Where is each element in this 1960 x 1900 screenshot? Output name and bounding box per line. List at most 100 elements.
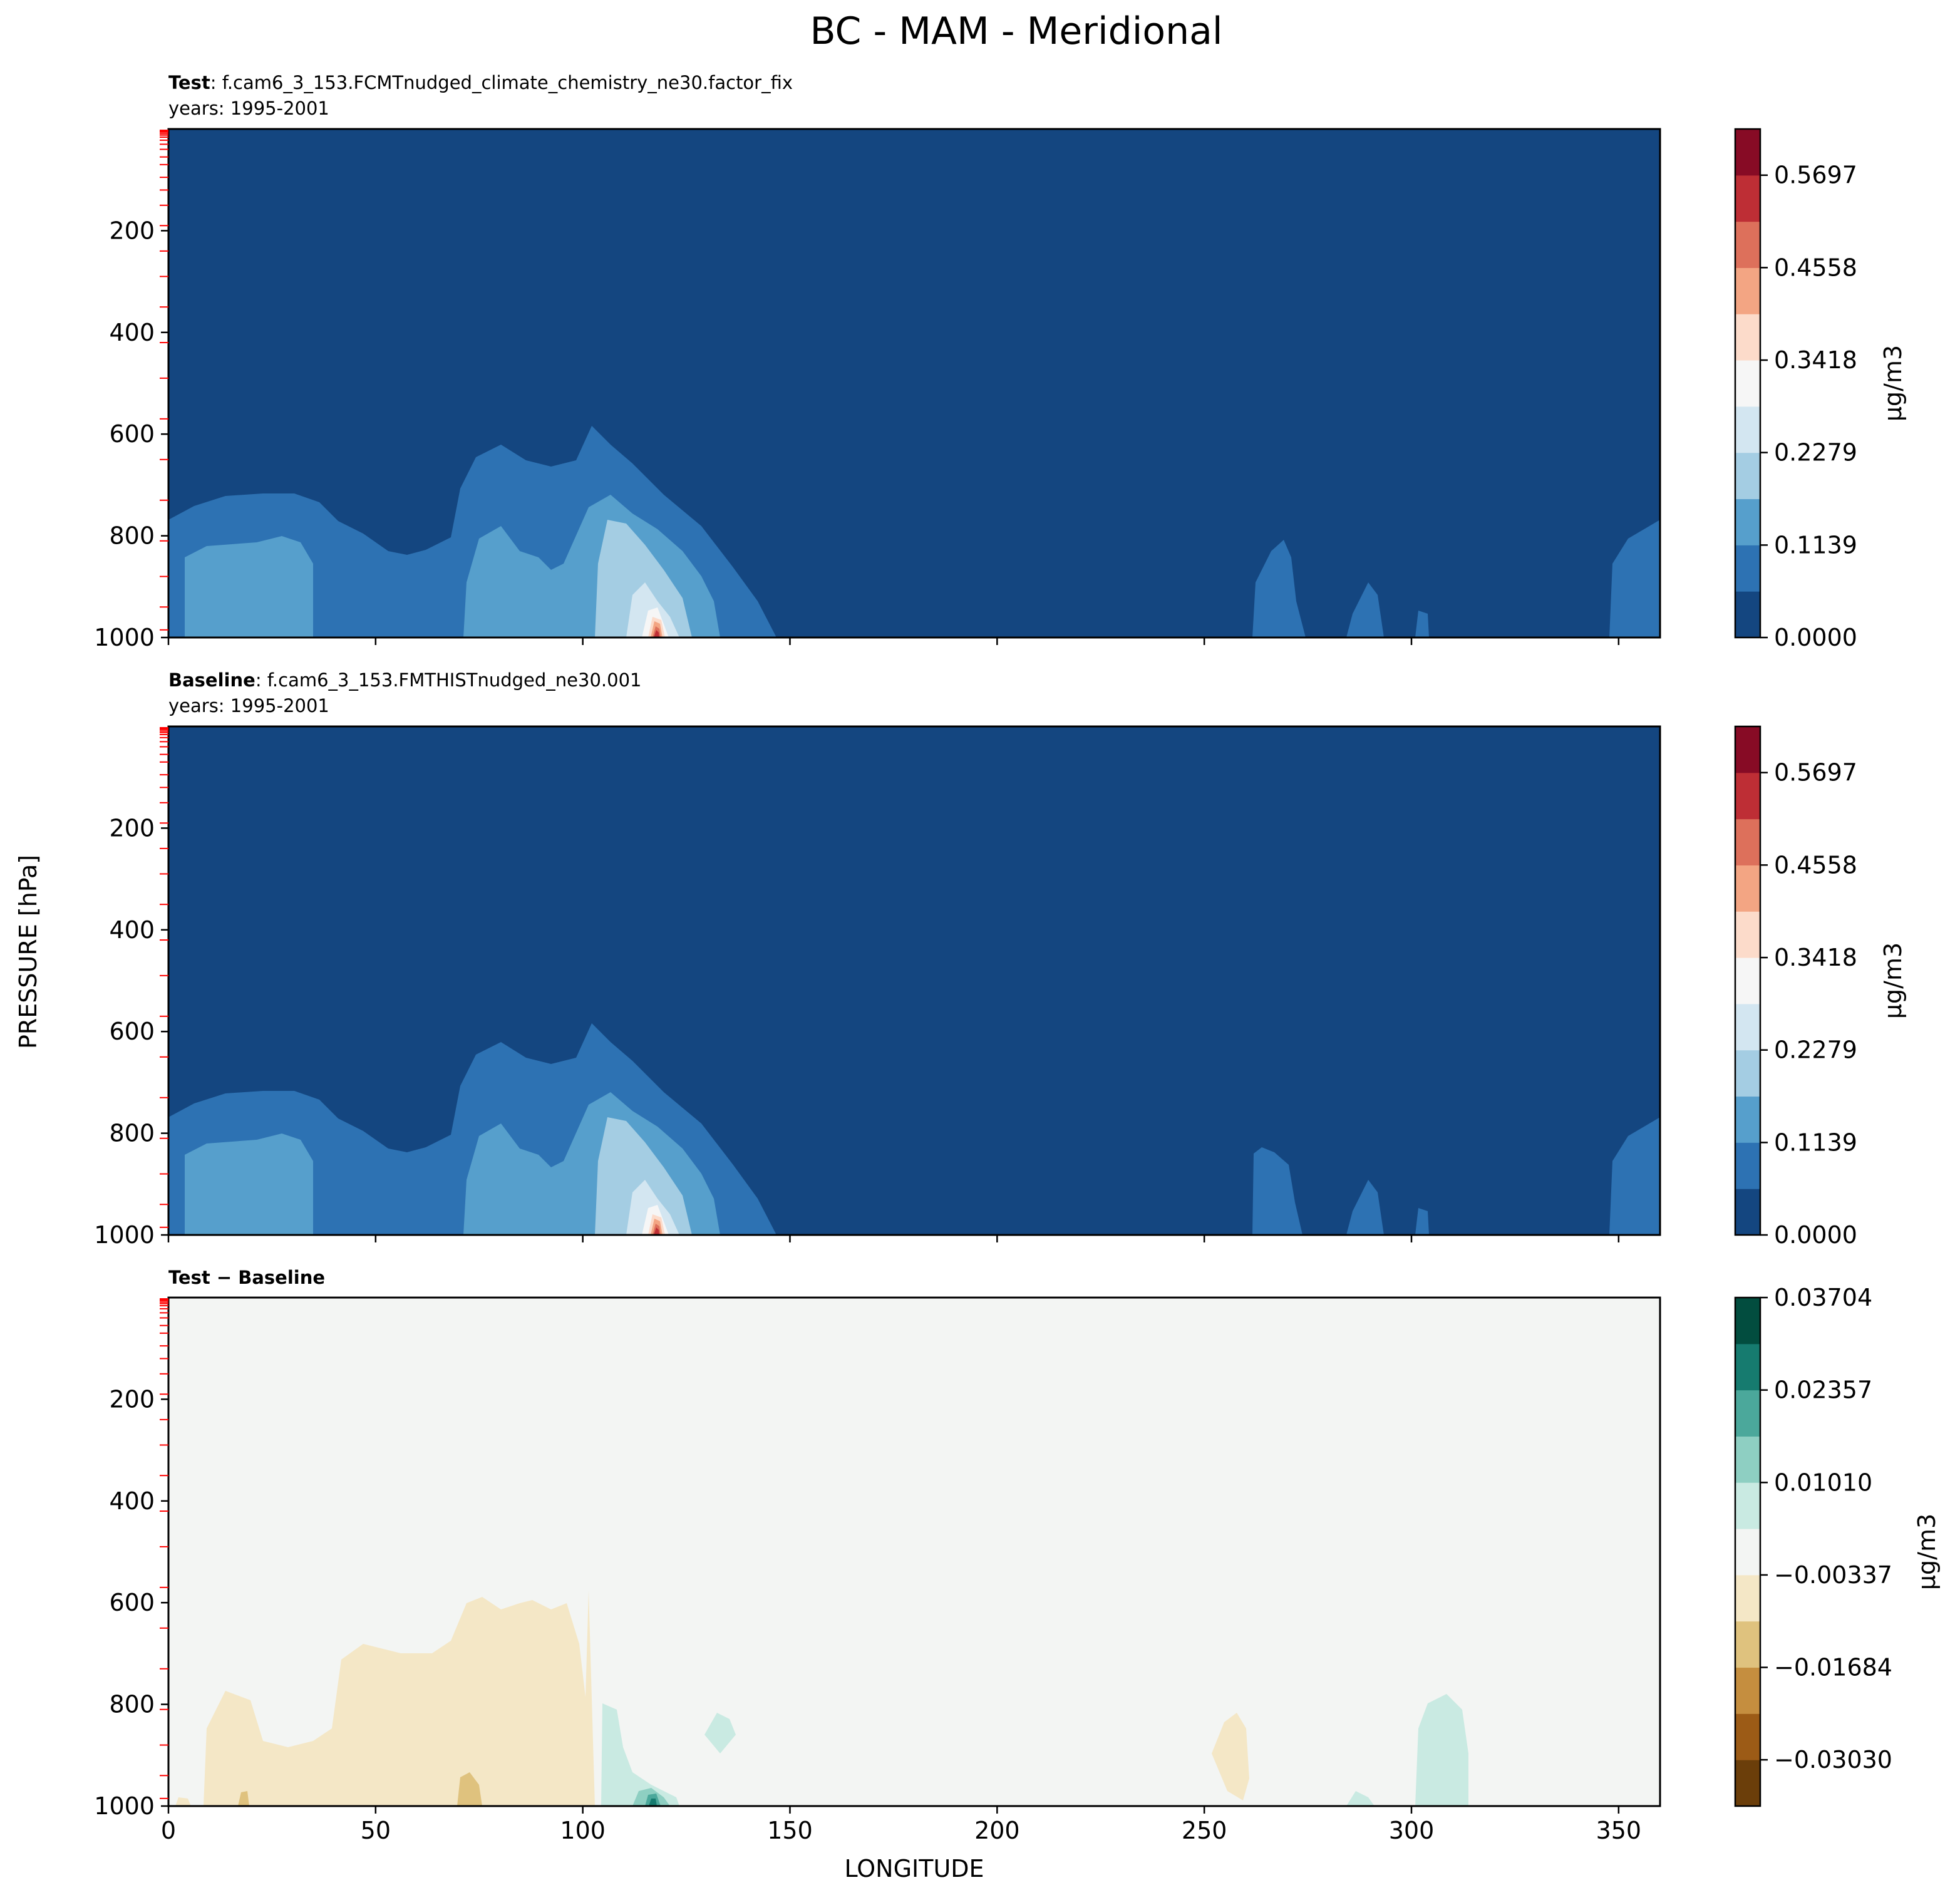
x-axis-label: LONGITUDE [844,1855,984,1882]
x-tick-label: 0 [161,1817,176,1844]
colorbar-segment [1735,1298,1760,1345]
panel-test-frame [167,128,1661,639]
panel-test-level-markers [160,130,168,631]
colorbar-segment [1735,406,1760,453]
panel-test-colorbar: 0.5697 0.4558 0.3418 0.2279 0.1139 0.0000 [1734,128,1857,651]
colorbar-tick-label: 0.2279 [1774,1036,1857,1064]
panel-baseline-level-markers [160,727,168,1228]
panel-baseline-label-bold: Baseline [168,669,255,691]
panel-diff-y-ticks: 200 400 600 800 1000 [94,1385,168,1820]
colorbar-segment [1735,1713,1760,1760]
panel-baseline-label-rest: : f.cam6_3_153.FMTHISTnudged_ne30.001 [255,669,642,691]
panel-diff-level-markers [160,1298,168,1799]
colorbar-tick-label: −0.01684 [1774,1654,1892,1681]
colorbar-segment [1735,129,1760,176]
colorbar-tick-label: 0.01010 [1774,1469,1872,1496]
colorbar-segment [1735,1436,1760,1483]
colorbar-frame [1734,128,1761,639]
colorbar-tick-label: −0.03030 [1774,1746,1892,1774]
colorbar-tick-label: 0.1139 [1774,531,1857,559]
y-tick-label: 600 [109,1018,155,1045]
colorbar-tick-label: 0.02357 [1774,1376,1872,1404]
panel-test-field [168,129,1660,638]
panel-test-y-ticks: 200 400 600 800 1000 [94,217,168,651]
figure-title: BC - MAM - Meridional [810,9,1222,53]
colorbar-segment [1735,545,1760,592]
colorbar-segment [1735,865,1760,912]
x-tick-label: 350 [1596,1817,1642,1844]
panel-baseline-colorbar: 0.5697 0.4558 0.3418 0.2279 0.1139 0.0000 [1734,725,1857,1249]
colorbar-segment [1735,1189,1760,1236]
colorbar-segment [1735,498,1760,545]
colorbar-segment [1735,1482,1760,1529]
panel-baseline-label: Baseline: f.cam6_3_153.FMTHISTnudged_ne3… [168,669,641,691]
y-tick-label: 1000 [94,624,155,651]
panel-diff: Test − Baseline 200 400 600 800 1000 0 50 100 1… [94,1267,1941,1844]
colorbar-segment [1735,1667,1760,1714]
panel-diff-label: Test − Baseline [168,1267,325,1288]
colorbar-segment [1735,1050,1760,1097]
panel-test-label-bold: Test [168,72,210,93]
colorbar-tick-label: −0.00337 [1774,1561,1892,1589]
panel-diff-label-bold: Test − Baseline [168,1267,325,1288]
panel-diff-field [168,1298,1660,1806]
colorbar-segment [1735,818,1760,865]
colorbar-tick-label: 0.0000 [1774,624,1857,651]
colorbar-tick-label: 0.1139 [1774,1128,1857,1156]
colorbar-tick-label: 0.5697 [1774,759,1857,787]
panel-diff-x-ticks: 0 50 100 150 200 250 300 350 [161,1806,1641,1844]
x-tick-label: 200 [974,1817,1020,1844]
colorbar-tick-label: 0.4558 [1774,851,1857,879]
colorbar-tick-label: 0.3418 [1774,944,1857,971]
colorbar-segment [1735,1760,1760,1807]
y-tick-label: 400 [109,916,155,944]
colorbar-segment [1735,1529,1760,1576]
colorbar-frame [1734,725,1761,1236]
panel-baseline: Baseline: f.cam6_3_153.FMTHISTnudged_ne3… [94,669,1907,1249]
colorbar-segment [1735,1003,1760,1051]
panel-baseline-colorbar-label: μg/m3 [1879,942,1907,1019]
colorbar-tick-label: 0.2279 [1774,439,1857,467]
colorbar-tick-label: 0.3418 [1774,346,1857,374]
x-tick-label: 100 [560,1817,606,1844]
colorbar-segment [1735,772,1760,820]
colorbar-segment [1735,958,1760,1004]
colorbar-segment [1735,221,1760,268]
panel-test-colorbar-label: μg/m3 [1879,345,1907,421]
panel-baseline-y-ticks: 200 400 600 800 1000 [94,814,168,1249]
y-tick-label: 400 [109,1487,155,1515]
y-tick-label: 200 [109,814,155,842]
x-tick-label: 250 [1182,1817,1227,1844]
y-tick-label: 600 [109,1589,155,1616]
panel-diff-colorbar: 0.03704 0.02357 0.01010 −0.00337 −0.01684 −0.… [1734,1284,1892,1807]
y-tick-label: 200 [109,1385,155,1413]
colorbar-segment [1735,1096,1760,1143]
panel-baseline-frame [167,725,1661,1236]
y-tick-label: 1000 [94,1792,155,1820]
colorbar-tick-label: 0.4558 [1774,254,1857,281]
panel-baseline-years: years: 1995-2001 [168,695,329,716]
panel-diff-frame [167,1296,1661,1807]
colorbar-frame [1734,1296,1761,1807]
colorbar-segment [1735,1390,1760,1437]
colorbar-tick-label: 0.5697 [1774,162,1857,189]
colorbar-segment [1735,726,1760,773]
colorbar-segment [1735,1621,1760,1668]
colorbar-segment [1735,591,1760,638]
x-tick-label: 50 [361,1817,391,1844]
colorbar-tick-label: 0.03704 [1774,1284,1872,1311]
y-tick-label: 1000 [94,1221,155,1249]
y-tick-label: 800 [109,1691,155,1718]
y-axis-label: PRESSURE [hPa] [14,855,42,1049]
colorbar-segment [1735,1574,1760,1622]
panel-baseline-x-ticks [167,1235,1620,1242]
panel-test-label-rest: : f.cam6_3_153.FCMTnudged_climate_chemis… [210,72,793,93]
panel-test-label: Test: f.cam6_3_153.FCMTnudged_climate_ch… [168,72,793,93]
y-tick-label: 400 [109,319,155,346]
panel-test: Test: f.cam6_3_153.FCMTnudged_climate_ch… [94,72,1907,651]
panel-baseline-field [168,726,1660,1235]
colorbar-segment [1735,267,1760,314]
panel-test-x-ticks [167,638,1620,645]
colorbar-tick-label: 0.0000 [1774,1221,1857,1249]
